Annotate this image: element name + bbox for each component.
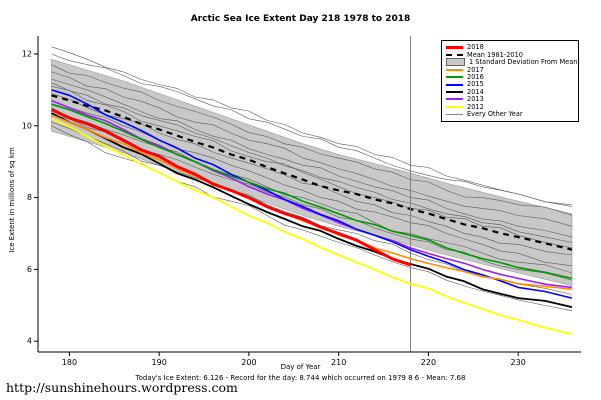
- legend-label: 2014: [467, 87, 484, 96]
- legend-label: 2013: [467, 95, 484, 104]
- legend-label: 2012: [467, 102, 484, 111]
- legend-item: 1 Standard Deviation From Mean: [446, 58, 578, 67]
- legend-item: 2018: [446, 44, 574, 51]
- mean-line: [51, 94, 573, 251]
- legend-label: 2018: [467, 43, 484, 52]
- series-2018-line: [50, 108, 411, 267]
- series-2017-line: [51, 114, 573, 290]
- x-tick-label: 190: [152, 358, 167, 367]
- other-year-line: [51, 46, 573, 207]
- legend-item: 2016: [446, 74, 574, 81]
- legend-swatch-mean-1981-2010: [446, 54, 463, 57]
- chart-title: Arctic Sea Ice Extent Day 218 1978 to 20…: [190, 14, 411, 24]
- x-tick-label: 220: [421, 358, 436, 367]
- series-2014-line: [51, 112, 573, 308]
- legend-label: Every Other Year: [467, 109, 523, 118]
- x-tick-label: 200: [241, 358, 256, 367]
- series-2012-line: [51, 117, 573, 335]
- legend-item: 2017: [446, 66, 574, 73]
- stats-caption: Today's Ice Extent: 6.126 - Record for t…: [135, 374, 466, 382]
- other-year-line: [51, 71, 573, 227]
- other-year-line: [51, 93, 573, 256]
- other-year-line: [51, 82, 573, 243]
- legend-swatch-1-standard-deviation-from-mean: [446, 58, 465, 67]
- legend-label: 2015: [467, 80, 484, 89]
- other-year-line: [51, 64, 573, 216]
- x-axis-title: Day of Year: [280, 363, 321, 371]
- legend-label: 2016: [467, 72, 484, 81]
- series-2015-line: [51, 89, 573, 299]
- y-tick-label: 10: [22, 121, 32, 130]
- legend-swatch-2018: [446, 46, 463, 50]
- legend-swatch-every-other-year: [446, 113, 463, 115]
- legend-swatch-2014: [446, 91, 463, 94]
- other-year-line: [51, 53, 573, 206]
- legend-item: 2015: [446, 81, 574, 88]
- x-tick-label: 180: [62, 358, 77, 367]
- legend-swatch-2012: [446, 105, 463, 108]
- y-tick-label: 4: [27, 337, 32, 346]
- legend-swatch-2016: [446, 76, 463, 79]
- legend-swatch-2017: [446, 68, 463, 71]
- y-tick-label: 8: [27, 193, 32, 202]
- legend-item: 2013: [446, 96, 574, 103]
- legend-swatch-2013: [446, 98, 463, 101]
- y-tick-label: 12: [22, 49, 32, 58]
- legend-item: 2012: [446, 103, 574, 110]
- y-axis-title: Ice Extent in millions of sq km: [8, 147, 16, 253]
- legend-item: 2014: [446, 88, 574, 95]
- other-year-line: [51, 78, 573, 238]
- x-tick-label: 210: [331, 358, 346, 367]
- y-tick-label: 6: [27, 265, 32, 274]
- legend-swatch-2015: [446, 83, 463, 86]
- other-year-line: [51, 107, 573, 274]
- series-2016-line: [51, 103, 573, 280]
- legend-item: Every Other Year: [446, 111, 574, 118]
- other-year-line: [51, 100, 573, 267]
- source-url: http://sunshinehours.wordpress.com: [6, 380, 238, 395]
- x-tick-label: 230: [511, 358, 526, 367]
- legend-label: Mean 1981-2010: [467, 50, 524, 59]
- other-year-line: [51, 86, 573, 249]
- legend-label: 2017: [467, 65, 484, 74]
- legend-label: 1 Standard Deviation From Mean: [469, 58, 578, 67]
- chart-legend: 2018 Mean 1981-2010 1 Standard Deviation F…: [441, 40, 579, 122]
- legend-item: Mean 1981-2010: [446, 51, 574, 58]
